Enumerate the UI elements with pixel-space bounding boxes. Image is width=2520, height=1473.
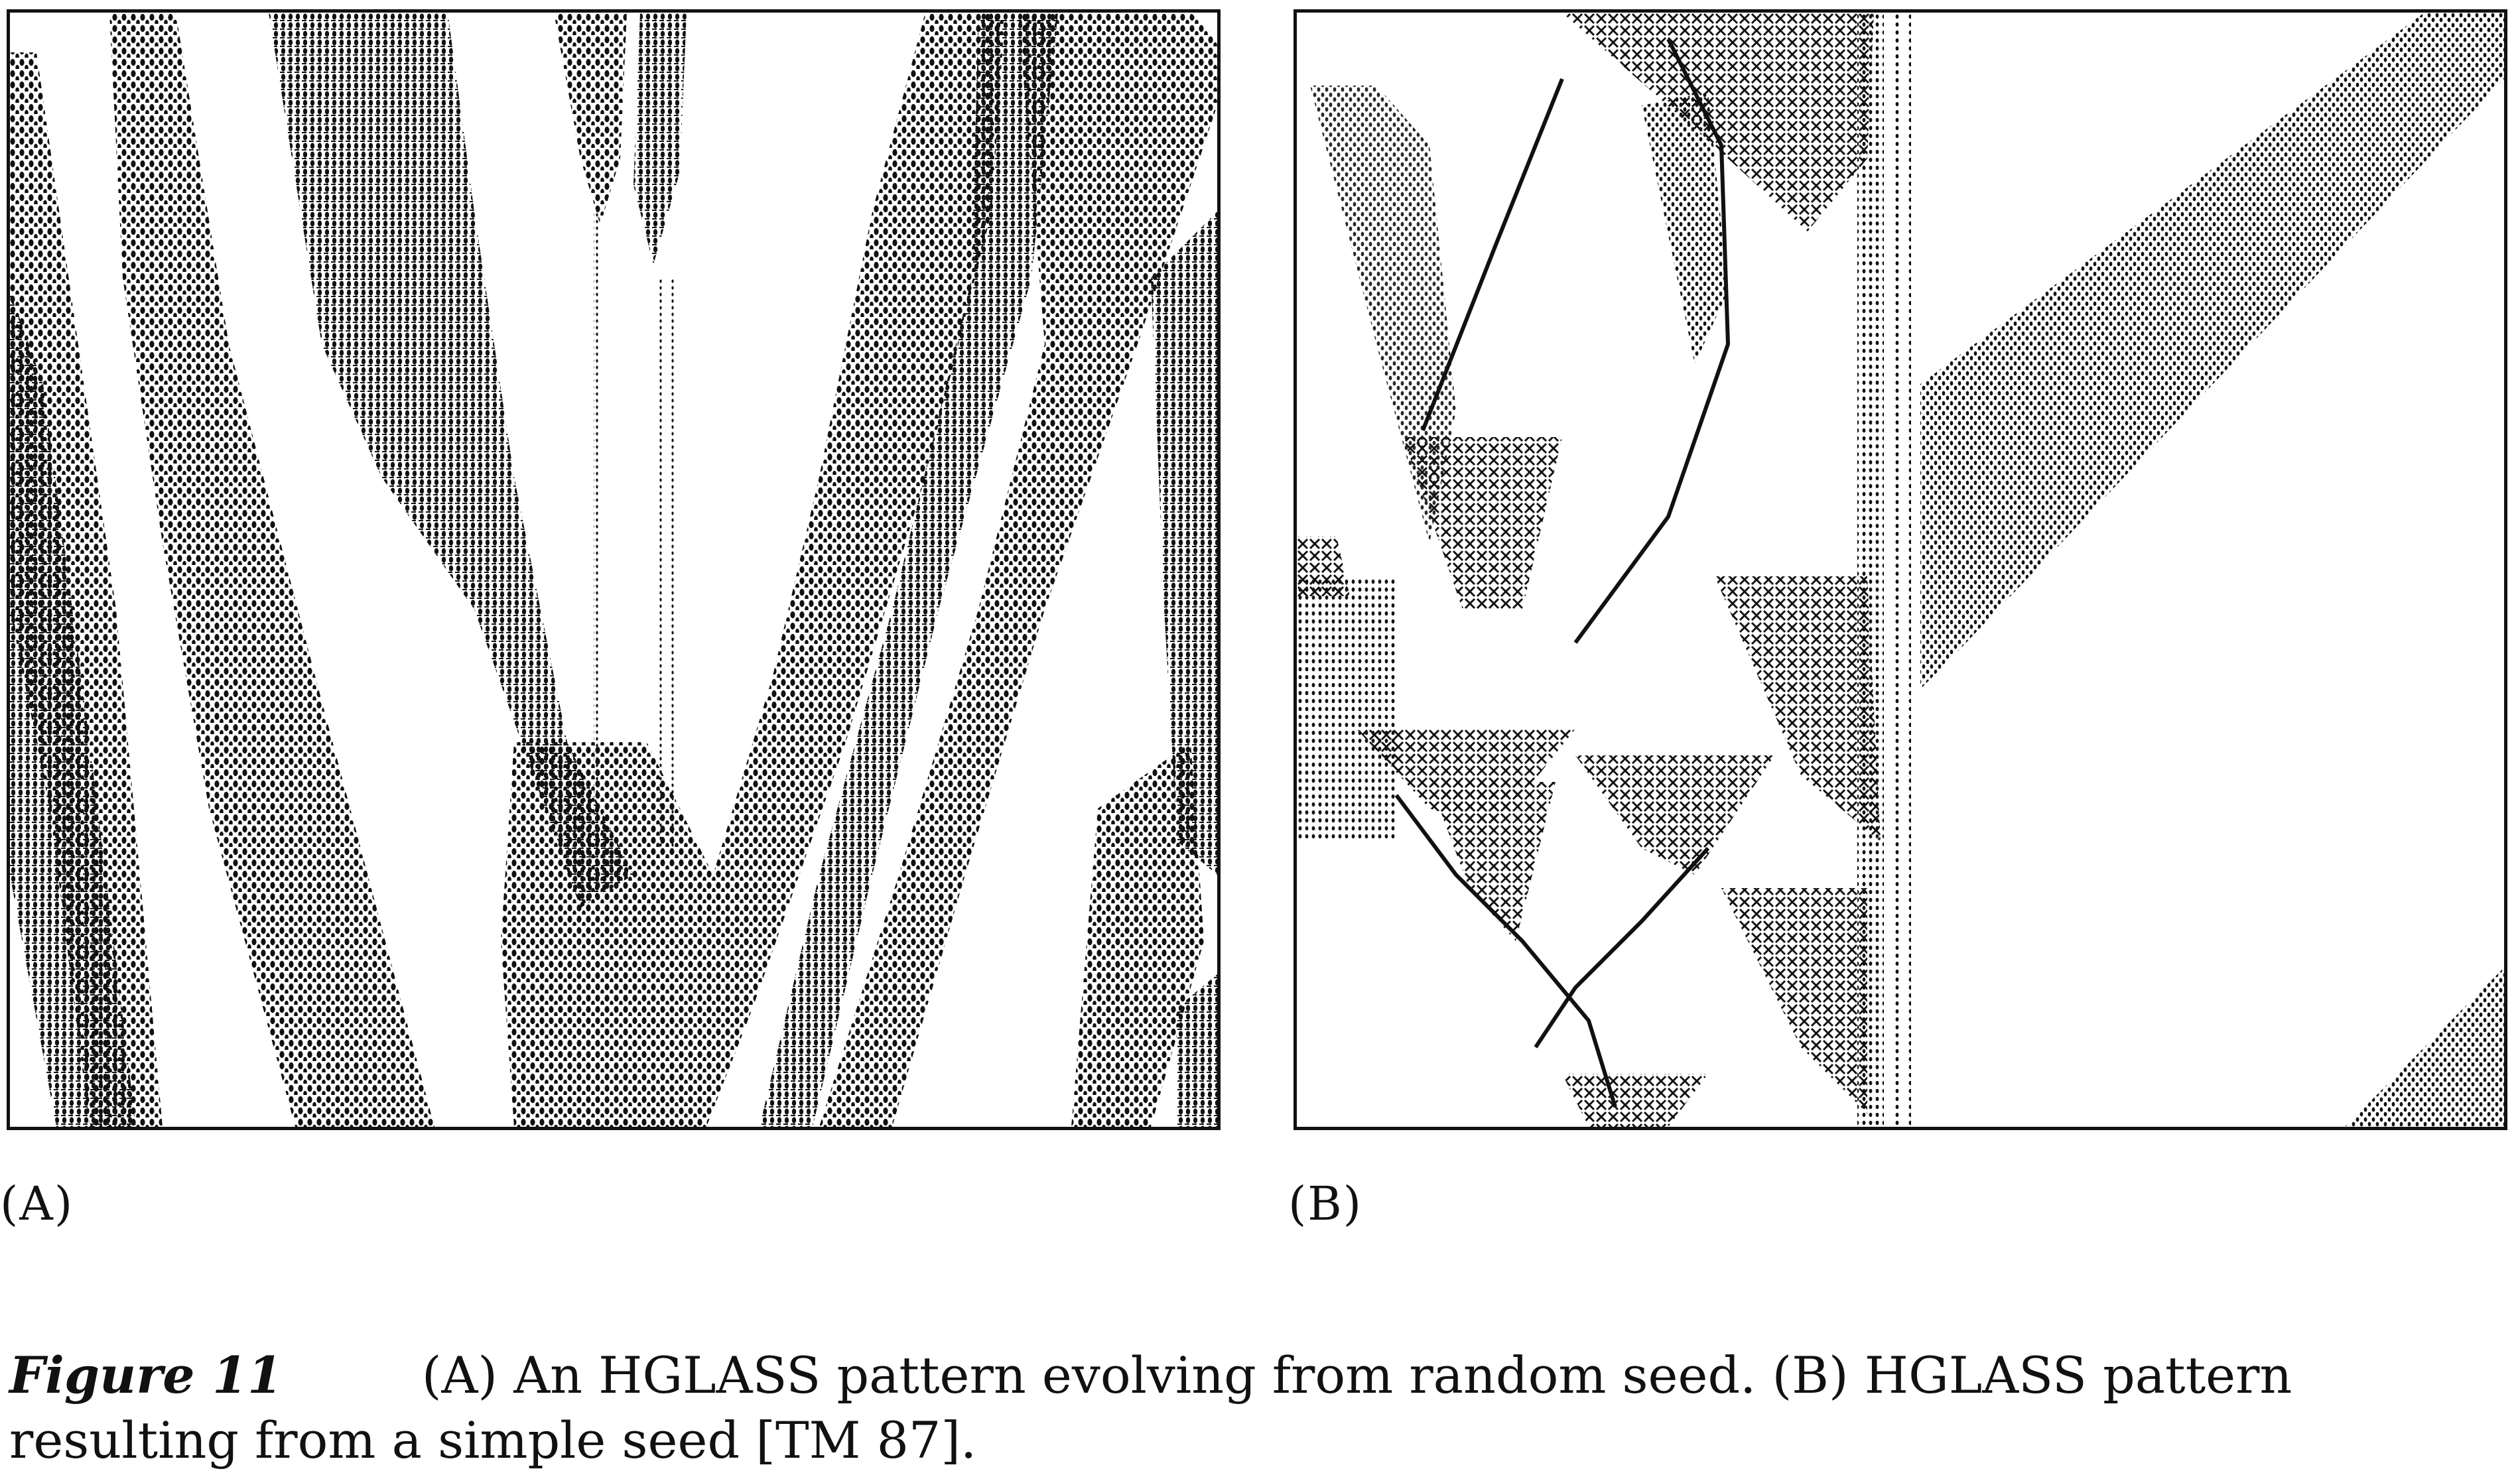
vertical-strip bbox=[1857, 13, 1884, 1127]
vertical-chain bbox=[659, 278, 663, 848]
band bbox=[501, 13, 1005, 1127]
vertical-chain bbox=[671, 278, 675, 848]
vertical-strip bbox=[1906, 13, 1911, 1127]
band bbox=[1562, 1074, 1708, 1127]
band bbox=[1715, 576, 1881, 842]
band bbox=[10, 291, 136, 1127]
caption-line-2: resulting from a simple seed [TM 87]. bbox=[9, 1411, 977, 1470]
trajectory-line bbox=[1573, 38, 1731, 644]
dense-block bbox=[1297, 576, 1396, 842]
panel-b-label: (B) bbox=[1288, 1177, 1363, 1231]
vertical-chain bbox=[594, 212, 598, 795]
band bbox=[633, 13, 687, 265]
band bbox=[1721, 888, 1867, 1114]
vertical-strip bbox=[1894, 13, 1902, 1127]
band bbox=[1429, 782, 1556, 941]
panel-a-pattern bbox=[7, 9, 1221, 1130]
diagonal-band bbox=[1920, 13, 2504, 689]
band bbox=[1403, 437, 1562, 609]
corner-band bbox=[2345, 968, 2504, 1127]
band bbox=[269, 13, 633, 908]
figure-caption: Figure 11 (A) An HGLASS pattern evolving … bbox=[9, 1343, 2510, 1473]
panel-a-texture bbox=[10, 13, 1217, 1127]
band bbox=[1642, 92, 1728, 364]
panel-b-pattern bbox=[1293, 9, 2507, 1130]
figure-number: Figure 11 bbox=[9, 1346, 283, 1405]
band bbox=[1071, 742, 1204, 1127]
band bbox=[1151, 212, 1217, 875]
band bbox=[554, 13, 627, 225]
trajectory-line bbox=[1534, 846, 1710, 1049]
band bbox=[760, 13, 1058, 1127]
band bbox=[1357, 729, 1575, 828]
band bbox=[819, 13, 1217, 1127]
band bbox=[1177, 974, 1217, 1127]
band bbox=[1575, 755, 1774, 875]
band bbox=[1297, 537, 1350, 596]
band bbox=[1562, 13, 1874, 231]
band bbox=[1310, 86, 1456, 543]
caption-line-1: (A) An HGLASS pattern evolving from rand… bbox=[421, 1346, 2292, 1405]
trajectory-line bbox=[1394, 794, 1617, 1108]
panel-a-label: (A) bbox=[0, 1177, 74, 1231]
band bbox=[109, 13, 434, 1127]
band bbox=[10, 52, 163, 1127]
panel-b-texture bbox=[1297, 13, 2504, 1127]
trajectory-line bbox=[1421, 78, 1564, 432]
